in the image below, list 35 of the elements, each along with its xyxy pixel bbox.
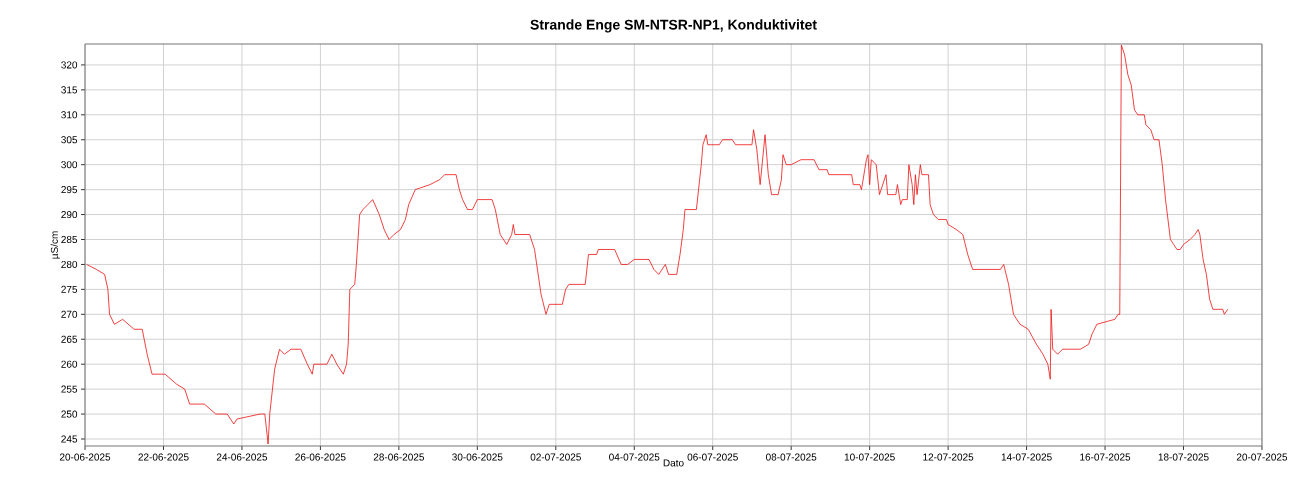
y-tick-label: 300 bbox=[61, 161, 78, 169]
x-tick-label: 12-07-2025 bbox=[923, 453, 974, 461]
y-tick-label: 290 bbox=[61, 211, 78, 219]
y-tick-label: 275 bbox=[61, 285, 78, 293]
x-tick-label: 28-06-2025 bbox=[373, 453, 425, 461]
y-tick-label: 315 bbox=[61, 86, 78, 94]
x-tick-label: 14-07-2025 bbox=[1001, 453, 1052, 461]
x-tick-label: 20-07-2025 bbox=[1236, 453, 1288, 461]
y-tick-label: 250 bbox=[61, 410, 78, 418]
x-tick-label: 30-06-2025 bbox=[452, 453, 503, 461]
x-tick-label: 24-06-2025 bbox=[216, 453, 268, 461]
x-tick-label: 22-06-2025 bbox=[138, 453, 189, 461]
x-tick-label: 18-07-2025 bbox=[1158, 453, 1209, 461]
x-tick-label: 02-07-2025 bbox=[530, 453, 581, 461]
y-tick-label: 255 bbox=[61, 385, 78, 393]
x-tick-label: 06-07-2025 bbox=[687, 453, 738, 461]
y-tick-label: 270 bbox=[61, 310, 78, 318]
y-tick-label: 265 bbox=[61, 335, 78, 343]
x-tick-label: 08-07-2025 bbox=[766, 453, 817, 461]
y-tick-label: 310 bbox=[61, 111, 78, 119]
y-tick-label: 285 bbox=[61, 235, 78, 244]
y-tick-label: 280 bbox=[61, 260, 78, 268]
y-tick-label: 295 bbox=[61, 186, 78, 194]
y-tick-label: 305 bbox=[61, 136, 78, 144]
y-tick-label: 260 bbox=[61, 360, 78, 368]
x-tick-label: 26-06-2025 bbox=[295, 453, 346, 461]
chart-title: Strande Enge SM-NTSR-NP1, Konduktivitet bbox=[530, 19, 817, 33]
y-axis-title: µS/cm bbox=[50, 231, 60, 259]
x-tick-label: 20-06-2025 bbox=[59, 453, 111, 461]
x-tick-label: 16-07-2025 bbox=[1080, 453, 1131, 461]
x-tick-label: 10-07-2025 bbox=[844, 453, 895, 461]
x-axis-title: Dato bbox=[663, 459, 684, 467]
y-tick-label: 320 bbox=[61, 61, 78, 69]
y-tick-label: 245 bbox=[61, 435, 78, 443]
x-tick-label: 04-07-2025 bbox=[609, 453, 660, 461]
